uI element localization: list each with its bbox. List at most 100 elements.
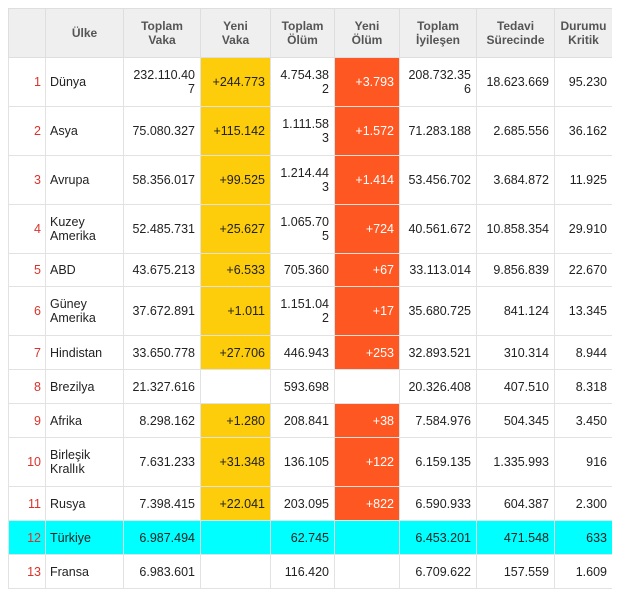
total-cases-cell: 232.110.40 7: [123, 57, 201, 107]
new-deaths-cell: +38: [334, 403, 400, 438]
new-deaths-cell: +1.414: [334, 155, 400, 205]
total-recovered-cell: 7.584.976: [399, 403, 477, 438]
in-treatment-cell: 18.623.669: [476, 57, 555, 107]
total-recovered-cell: 20.326.408: [399, 369, 477, 404]
new-cases-cell: [200, 369, 271, 404]
total-cases-cell: 7.631.233: [123, 437, 201, 487]
country-name: Afrika: [45, 403, 124, 438]
new-deaths-cell: +1.572: [334, 106, 400, 156]
total-recovered-cell: 71.283.188: [399, 106, 477, 156]
new-cases-cell: +22.041: [200, 486, 271, 521]
critical-cell: 13.345: [554, 286, 612, 336]
new-cases-cell: +25.627: [200, 204, 271, 254]
total-recovered-cell: 6.590.933: [399, 486, 477, 521]
total-cases-cell: 6.987.494: [123, 520, 201, 555]
header-country[interactable]: Ülke: [45, 8, 124, 58]
in-treatment-cell: 3.684.872: [476, 155, 555, 205]
table-row: 12 Türkiye 6.987.494 62.745 6.453.201 471.548…: [8, 520, 612, 555]
country-name: Dünya: [45, 57, 124, 107]
in-treatment-cell: 841.124: [476, 286, 555, 336]
in-treatment-cell: 604.387: [476, 486, 555, 521]
table-row: 5 ABD 43.675.213 +6.533 705.360 +67 33.113.014…: [8, 253, 612, 287]
in-treatment-cell: 310.314: [476, 335, 555, 370]
table-row: 3 Avrupa 58.356.017 +99.525 1.214.44 3 +1.414 5…: [8, 155, 612, 205]
country-name: Türkiye: [45, 520, 124, 555]
new-cases-cell: +27.706: [200, 335, 271, 370]
total-recovered-cell: 33.113.014: [399, 253, 477, 287]
critical-cell: 8.318: [554, 369, 612, 404]
new-deaths-cell: +122: [334, 437, 400, 487]
table-row: 1 Dünya 232.110.40 7 +244.773 4.754.38 2 +3.793…: [8, 57, 612, 107]
critical-cell: 36.162: [554, 106, 612, 156]
total-deaths-cell: 446.943: [270, 335, 335, 370]
table-row: 13 Fransa 6.983.601 116.420 6.709.622 157.559…: [8, 554, 612, 589]
table-row: 9 Afrika 8.298.162 +1.280 208.841 +38 7.584.97…: [8, 403, 612, 438]
total-cases-cell: 21.327.616: [123, 369, 201, 404]
new-deaths-cell: [334, 520, 400, 555]
new-cases-cell: [200, 520, 271, 555]
total-recovered-cell: 35.680.725: [399, 286, 477, 336]
country-name: Güney Amerika: [45, 286, 124, 336]
row-index: 11: [8, 486, 46, 521]
covid-stats-table: Ülke Toplam Vaka Yeni Vaka Toplam Ölüm Yeni…: [8, 8, 612, 589]
row-index: 5: [8, 253, 46, 287]
row-index: 7: [8, 335, 46, 370]
table-row: 6 Güney Amerika 37.672.891 +1.011 1.151.04 2 +1…: [8, 286, 612, 336]
critical-cell: 2.300: [554, 486, 612, 521]
total-cases-cell: 58.356.017: [123, 155, 201, 205]
critical-cell: 633: [554, 520, 612, 555]
in-treatment-cell: 157.559: [476, 554, 555, 589]
country-name: Avrupa: [45, 155, 124, 205]
row-index: 1: [8, 57, 46, 107]
total-cases-cell: 75.080.327: [123, 106, 201, 156]
header-new-deaths[interactable]: Yeni Ölüm: [334, 8, 400, 58]
total-deaths-cell: 116.420: [270, 554, 335, 589]
header-critical[interactable]: Durumu Kritik: [554, 8, 612, 58]
total-cases-cell: 37.672.891: [123, 286, 201, 336]
new-deaths-cell: +253: [334, 335, 400, 370]
country-name: Birleşik Krallık: [45, 437, 124, 487]
new-cases-cell: +31.348: [200, 437, 271, 487]
header-total-recovered[interactable]: Toplam İyileşen: [399, 8, 477, 58]
total-cases-cell: 52.485.731: [123, 204, 201, 254]
total-cases-cell: 8.298.162: [123, 403, 201, 438]
in-treatment-cell: 407.510: [476, 369, 555, 404]
critical-cell: 1.609: [554, 554, 612, 589]
total-deaths-cell: 1.151.04 2: [270, 286, 335, 336]
new-cases-cell: [200, 554, 271, 589]
row-index: 3: [8, 155, 46, 205]
critical-cell: 29.910: [554, 204, 612, 254]
row-index: 4: [8, 204, 46, 254]
total-deaths-cell: 1.214.44 3: [270, 155, 335, 205]
new-deaths-cell: +17: [334, 286, 400, 336]
total-recovered-cell: 40.561.672: [399, 204, 477, 254]
new-cases-cell: +1.011: [200, 286, 271, 336]
total-deaths-cell: 705.360: [270, 253, 335, 287]
critical-cell: 95.230: [554, 57, 612, 107]
country-name: ABD: [45, 253, 124, 287]
new-deaths-cell: +67: [334, 253, 400, 287]
header-new-cases[interactable]: Yeni Vaka: [200, 8, 271, 58]
total-deaths-cell: 62.745: [270, 520, 335, 555]
total-deaths-cell: 1.111.58 3: [270, 106, 335, 156]
new-cases-cell: +99.525: [200, 155, 271, 205]
critical-cell: 11.925: [554, 155, 612, 205]
in-treatment-cell: 10.858.354: [476, 204, 555, 254]
covid-stats-table-container: Ülke Toplam Vaka Yeni Vaka Toplam Ölüm Yeni…: [8, 8, 612, 589]
new-deaths-cell: [334, 369, 400, 404]
country-name: Kuzey Amerika: [45, 204, 124, 254]
header-total-cases[interactable]: Toplam Vaka: [123, 8, 201, 58]
total-deaths-cell: 593.698: [270, 369, 335, 404]
total-cases-cell: 7.398.415: [123, 486, 201, 521]
total-cases-cell: 6.983.601: [123, 554, 201, 589]
new-deaths-cell: +822: [334, 486, 400, 521]
row-index: 2: [8, 106, 46, 156]
row-index: 8: [8, 369, 46, 404]
header-total-deaths[interactable]: Toplam Ölüm: [270, 8, 335, 58]
header-in-treatment[interactable]: Tedavi Sürecinde: [476, 8, 555, 58]
in-treatment-cell: 2.685.556: [476, 106, 555, 156]
table-row: 8 Brezilya 21.327.616 593.698 20.326.408 407.…: [8, 369, 612, 404]
critical-cell: 8.944: [554, 335, 612, 370]
total-cases-cell: 33.650.778: [123, 335, 201, 370]
new-deaths-cell: +3.793: [334, 57, 400, 107]
